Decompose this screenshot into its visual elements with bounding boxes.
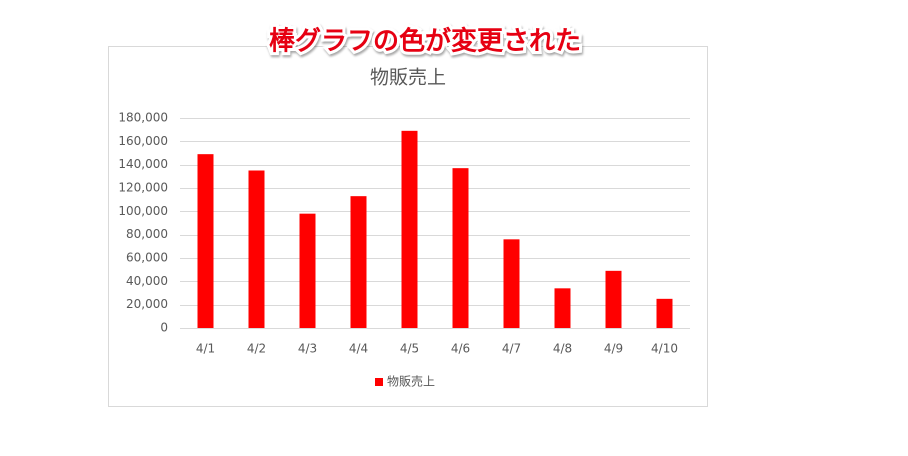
bar xyxy=(503,239,520,328)
bar xyxy=(197,154,214,328)
x-tick-label: 4/4 xyxy=(349,342,368,356)
x-tick-label: 4/2 xyxy=(247,342,266,356)
x-tick-label: 4/3 xyxy=(298,342,317,356)
y-tick-label: 100,000 xyxy=(118,204,168,218)
legend-label: 物販売上 xyxy=(387,374,435,389)
y-tick-label: 80,000 xyxy=(126,227,168,241)
annotation: 棒グラフの色が変更された xyxy=(269,26,581,57)
bar xyxy=(299,213,316,328)
bar xyxy=(656,298,673,328)
x-tick-label: 4/5 xyxy=(400,342,419,356)
bar xyxy=(248,170,265,328)
bar xyxy=(401,130,418,328)
y-tick-label: 0 xyxy=(160,321,168,335)
bar xyxy=(605,270,622,328)
x-tick-label: 4/1 xyxy=(196,342,215,356)
y-tick-label: 140,000 xyxy=(118,157,168,171)
bar xyxy=(350,196,367,328)
x-tick-label: 4/9 xyxy=(604,342,623,356)
legend-swatch xyxy=(375,378,383,386)
x-tick-label: 4/10 xyxy=(651,342,678,356)
x-tick-label: 4/8 xyxy=(553,342,572,356)
y-tick-label: 20,000 xyxy=(126,297,168,311)
x-tick-label: 4/7 xyxy=(502,342,521,356)
chart-title: 物販売上 xyxy=(370,67,446,89)
x-tick-label: 4/6 xyxy=(451,342,470,356)
y-tick-label: 180,000 xyxy=(118,111,168,125)
y-tick-label: 60,000 xyxy=(126,251,168,265)
bar xyxy=(452,168,469,328)
y-tick-label: 120,000 xyxy=(118,181,168,195)
y-tick-label: 160,000 xyxy=(118,134,168,148)
bar xyxy=(554,288,571,328)
y-tick-label: 40,000 xyxy=(126,274,168,288)
